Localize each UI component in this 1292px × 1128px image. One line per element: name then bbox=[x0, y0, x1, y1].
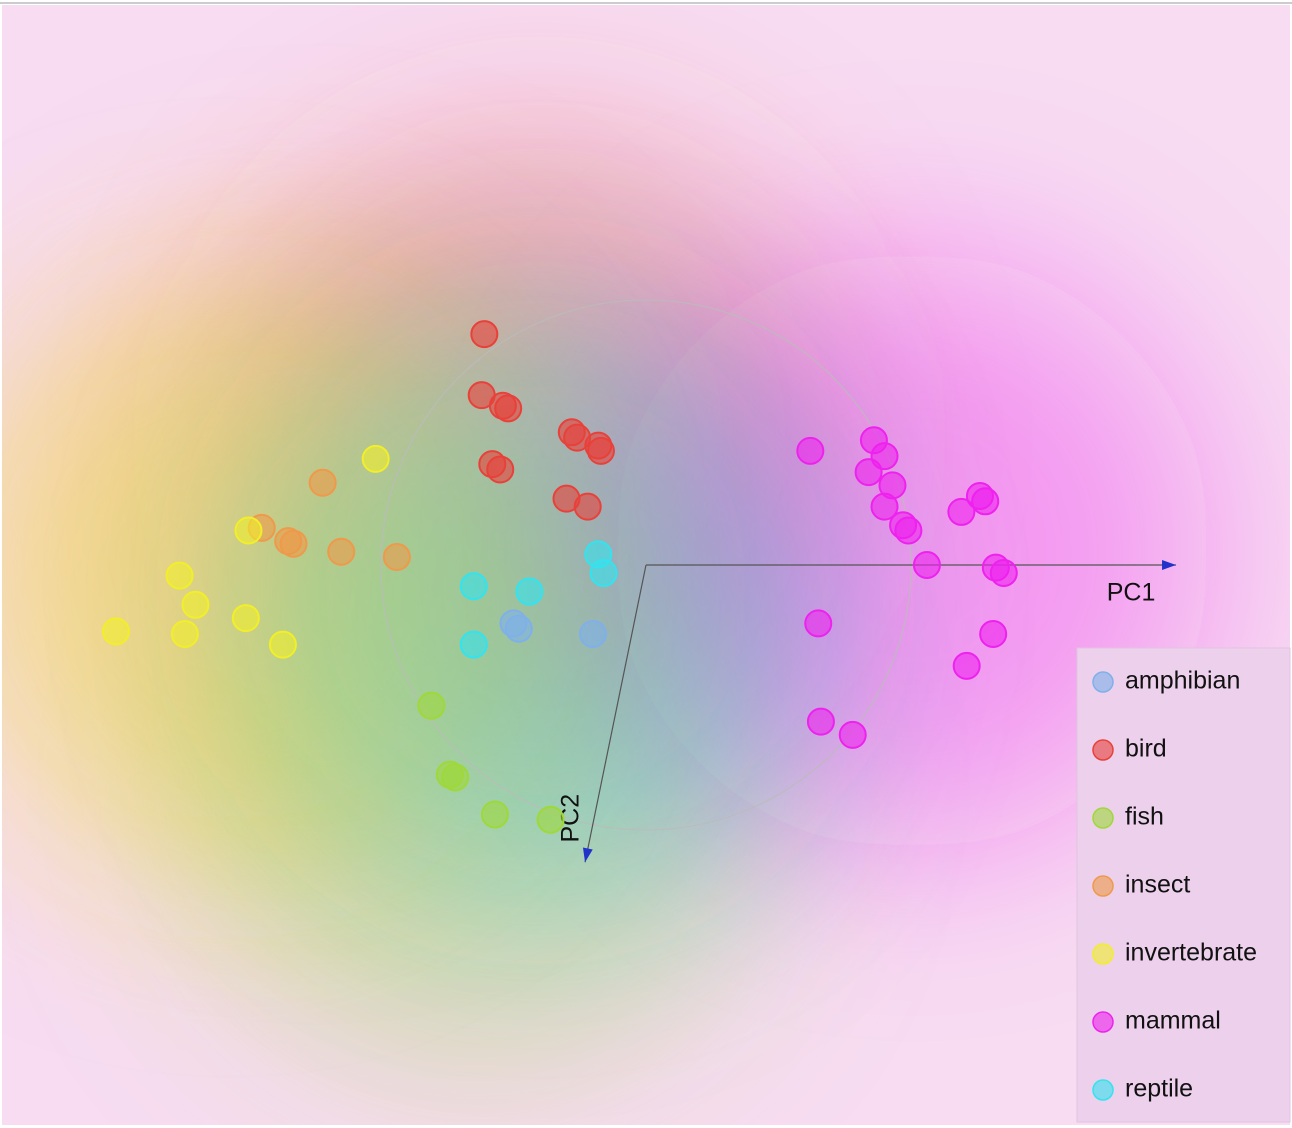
anchor-label: PC1 bbox=[1107, 579, 1156, 607]
data-point bbox=[536, 805, 565, 834]
data-point bbox=[165, 561, 194, 590]
legend: amphibian bird fish insect invertebrate mamma… bbox=[1076, 647, 1291, 1123]
legend-label: bird bbox=[1125, 735, 1167, 763]
anchor-arrowhead bbox=[582, 847, 593, 863]
legend-marker bbox=[1092, 739, 1114, 761]
data-point bbox=[279, 529, 308, 558]
data-point bbox=[470, 320, 499, 349]
data-point bbox=[971, 487, 1000, 516]
data-point bbox=[504, 614, 533, 643]
legend-label: amphibian bbox=[1125, 667, 1240, 695]
legend-marker bbox=[1092, 807, 1114, 829]
data-point bbox=[515, 577, 544, 606]
data-point bbox=[459, 630, 488, 659]
legend-marker bbox=[1092, 671, 1114, 693]
data-point bbox=[979, 620, 1008, 649]
data-point bbox=[573, 492, 602, 521]
data-point bbox=[854, 458, 883, 487]
data-point bbox=[578, 620, 607, 649]
data-point bbox=[234, 516, 263, 545]
data-point bbox=[417, 691, 446, 720]
data-point bbox=[361, 444, 390, 473]
data-point bbox=[459, 572, 488, 601]
data-point bbox=[486, 455, 515, 484]
data-point bbox=[308, 468, 337, 497]
anchor-line bbox=[584, 564, 647, 863]
data-point bbox=[838, 720, 867, 749]
legend-label: reptile bbox=[1125, 1075, 1193, 1103]
data-point bbox=[480, 800, 509, 829]
data-point bbox=[268, 630, 297, 659]
legend-label: insect bbox=[1125, 871, 1190, 899]
data-point bbox=[806, 707, 835, 736]
data-point bbox=[101, 617, 130, 646]
data-point bbox=[170, 620, 199, 649]
data-point bbox=[181, 590, 210, 619]
data-point bbox=[952, 651, 981, 680]
legend-marker bbox=[1092, 943, 1114, 965]
legend-marker bbox=[1092, 1079, 1114, 1101]
legend-marker bbox=[1092, 875, 1114, 897]
data-point bbox=[382, 543, 411, 572]
data-point bbox=[989, 558, 1018, 587]
data-point bbox=[870, 492, 899, 521]
data-point bbox=[894, 516, 923, 545]
data-point bbox=[231, 604, 260, 633]
legend-label: mammal bbox=[1125, 1007, 1221, 1035]
data-point bbox=[804, 609, 833, 638]
anchor-arrowhead bbox=[1162, 560, 1177, 570]
data-point bbox=[494, 394, 523, 423]
data-point bbox=[441, 763, 470, 792]
data-point bbox=[947, 497, 976, 526]
data-point bbox=[586, 436, 615, 465]
data-point bbox=[327, 537, 356, 566]
data-point bbox=[912, 551, 941, 579]
data-point bbox=[796, 436, 825, 465]
legend-label: fish bbox=[1125, 803, 1164, 831]
legend-marker bbox=[1092, 1011, 1114, 1033]
legend-label: invertebrate bbox=[1125, 939, 1257, 967]
data-point bbox=[589, 558, 618, 587]
